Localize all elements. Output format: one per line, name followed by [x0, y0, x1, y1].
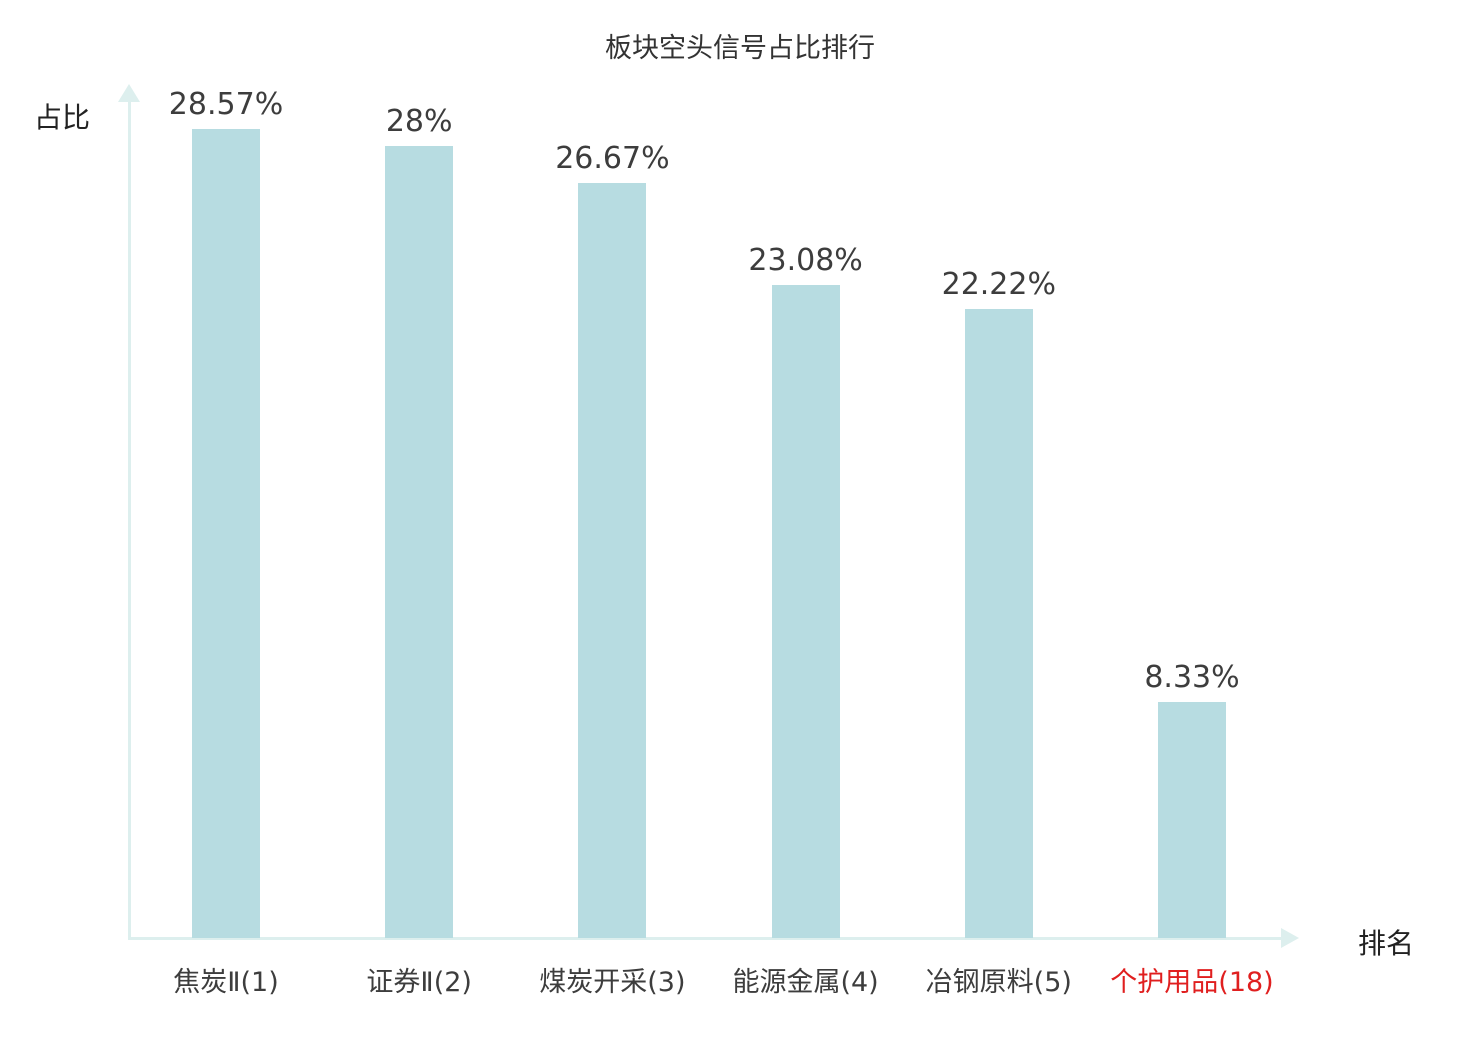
category-label: 冶钢原料(5) [925, 967, 1072, 998]
bar [771, 284, 840, 938]
bar [578, 183, 647, 938]
chart-title: 板块空头信号占比排行 [605, 33, 875, 64]
bar-value-label: 26.67% [555, 141, 670, 177]
y-axis-arrow-icon [118, 84, 140, 102]
y-axis-line [128, 100, 131, 940]
bar-value-label: 8.33% [1144, 660, 1240, 696]
bar-value-label: 28.57% [168, 87, 284, 123]
bar [964, 309, 1033, 938]
category-label: 煤炭开采(3) [539, 967, 686, 998]
x-axis-label: 排名 [1358, 927, 1415, 960]
bar-value-label: 22.22% [941, 267, 1056, 303]
bar [192, 129, 260, 938]
category-label: 焦炭Ⅱ(1) [173, 967, 279, 998]
bar-value-label: 28% [385, 103, 453, 139]
category-label: 证券Ⅱ(2) [366, 967, 472, 998]
category-label: 能源金属(4) [732, 967, 879, 998]
y-axis-label: 占比 [34, 101, 91, 134]
bar [1158, 702, 1226, 938]
x-axis-arrow-icon [1281, 928, 1299, 948]
x-axis-line [128, 937, 1283, 940]
category-label: 个护用品(18) [1110, 967, 1274, 998]
bar-value-label: 23.08% [748, 242, 863, 278]
bar [385, 145, 454, 938]
